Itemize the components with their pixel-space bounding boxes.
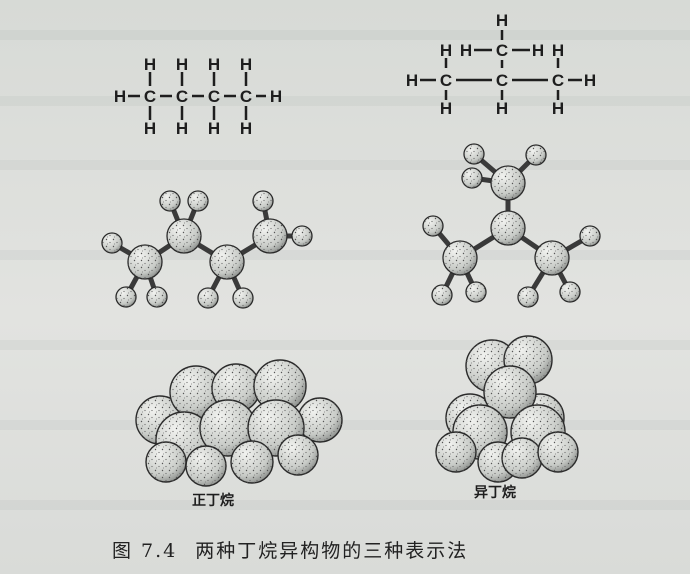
hydrogen-symbol: H xyxy=(584,71,596,90)
show-through-text xyxy=(0,340,690,350)
hydrogen-symbol: H xyxy=(176,55,188,74)
hydrogen-symbol: H xyxy=(176,119,188,138)
hydrogen-symbol: H xyxy=(440,41,452,60)
hydrogen-symbol: H xyxy=(270,87,282,106)
show-through-text xyxy=(0,500,690,510)
carbon-symbol: C xyxy=(552,71,564,90)
hydrogen-symbol: H xyxy=(208,55,220,74)
n-butane-atom-symbols: H C C C C H H H H H H H H H xyxy=(114,55,282,138)
hydrogen-symbol: H xyxy=(440,99,452,118)
carbon-symbol: C xyxy=(144,87,156,106)
hydrogen-symbol: H xyxy=(144,119,156,138)
hydrogen-symbol: H xyxy=(406,71,418,90)
hydrogen-symbol: H xyxy=(552,99,564,118)
carbon-symbol: C xyxy=(240,87,252,106)
figure-number: 图 7.4 xyxy=(112,540,178,562)
carbon-symbol: C xyxy=(496,41,508,60)
hydrogen-symbol: H xyxy=(496,11,508,30)
show-through-text xyxy=(0,96,690,106)
n-butane-ball-and-stick xyxy=(101,190,313,309)
isobutane-structural-formula xyxy=(420,30,582,100)
hydrogen-symbol: H xyxy=(552,41,564,60)
hydrogen-symbol: H xyxy=(460,41,472,60)
show-through-text xyxy=(0,250,690,260)
show-through-text xyxy=(0,30,690,40)
isobutane-ball-and-stick xyxy=(422,143,601,308)
figure-caption: 图 7.4 两种丁烷异构物的三种表示法 xyxy=(112,536,486,563)
carbon-symbol: C xyxy=(440,71,452,90)
carbon-symbol: C xyxy=(208,87,220,106)
figure-caption-text: 两种丁烷异构物的三种表示法 xyxy=(195,540,469,562)
isobutane-space-filling xyxy=(435,335,579,483)
show-through-text xyxy=(0,420,690,430)
hydrogen-symbol: H xyxy=(532,41,544,60)
isobutane-atom-symbols: H H C H H H H C C C H H H H xyxy=(406,11,596,118)
n-butane-label: 正丁烷 xyxy=(192,493,234,509)
hydrogen-symbol: H xyxy=(144,55,156,74)
show-through-text xyxy=(0,160,690,170)
hydrogen-symbol: H xyxy=(496,99,508,118)
carbon-symbol: C xyxy=(176,87,188,106)
hydrogen-symbol: H xyxy=(114,87,126,106)
isobutane-label: 异丁烷 xyxy=(474,485,516,501)
hydrogen-symbol: H xyxy=(240,55,252,74)
n-butane-structural-formula xyxy=(128,72,266,120)
n-butane-space-filling xyxy=(135,359,343,487)
hydrogen-symbol: H xyxy=(240,119,252,138)
hydrogen-symbol: H xyxy=(208,119,220,138)
carbon-symbol: C xyxy=(496,71,508,90)
